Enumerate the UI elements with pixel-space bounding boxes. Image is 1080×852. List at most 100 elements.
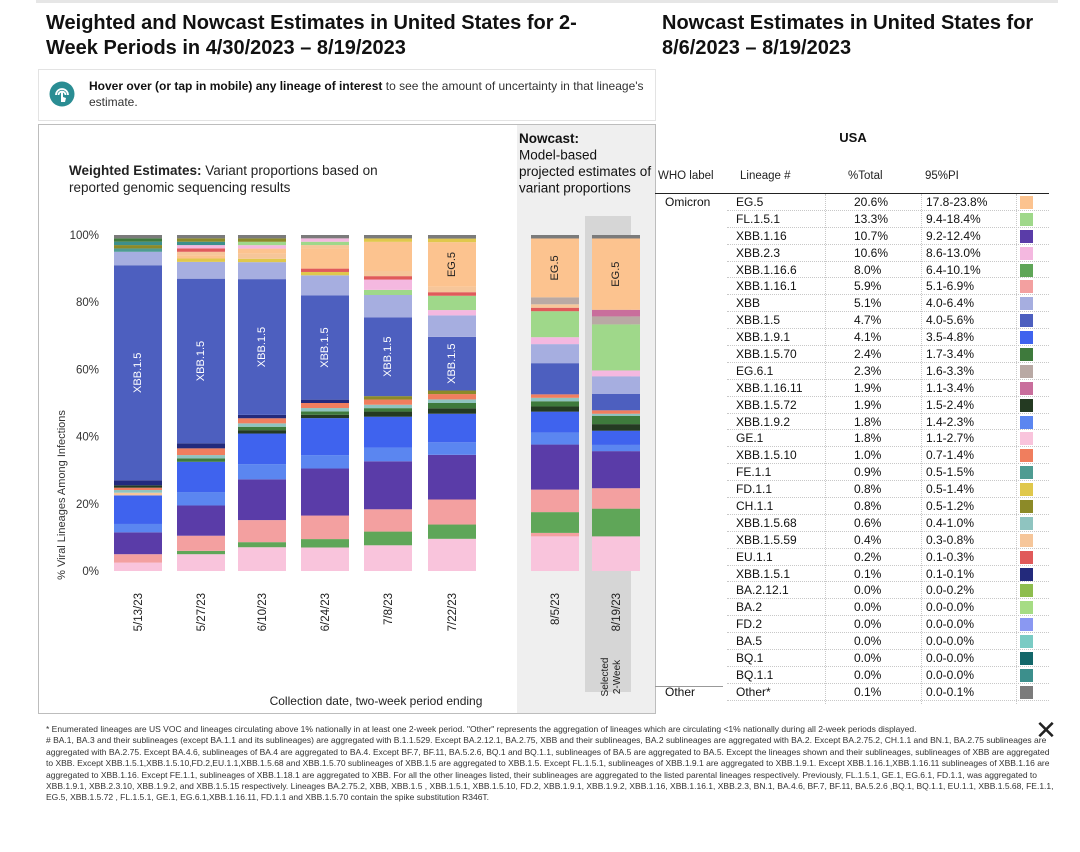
bar-segment[interactable] bbox=[531, 432, 579, 445]
table-row[interactable]: Omicron EG.5 20.6% 17.8-23.8% bbox=[655, 194, 1049, 211]
bar-segment[interactable] bbox=[428, 399, 476, 403]
bar-segment[interactable] bbox=[301, 399, 349, 403]
bar-segment[interactable] bbox=[428, 403, 476, 409]
table-row[interactable]: XBB.1.9.2 1.8% 1.4-2.3% bbox=[655, 414, 1049, 431]
bar-segment[interactable] bbox=[592, 324, 640, 371]
bar-segment[interactable] bbox=[531, 238, 579, 298]
bar-segment[interactable] bbox=[177, 238, 225, 242]
bar-segment[interactable] bbox=[428, 538, 476, 571]
bar-segment[interactable] bbox=[301, 455, 349, 469]
bar-segment[interactable] bbox=[301, 403, 349, 409]
bar-segment[interactable] bbox=[301, 235, 349, 239]
bar-segment[interactable] bbox=[531, 311, 579, 338]
bar-segment[interactable] bbox=[592, 415, 640, 425]
table-row[interactable]: FD.2 0.0% 0.0-0.0% bbox=[655, 616, 1049, 634]
table-row[interactable]: XBB.1.5.1 0.1% 0.1-0.1% bbox=[655, 566, 1049, 583]
bar-segment[interactable] bbox=[364, 531, 412, 546]
bar-segment[interactable] bbox=[177, 492, 225, 506]
bar-segment[interactable] bbox=[531, 512, 579, 533]
bar-segment[interactable] bbox=[238, 479, 286, 521]
bar-segment[interactable] bbox=[238, 418, 286, 424]
bar-segment[interactable] bbox=[364, 396, 412, 400]
bar-segment[interactable] bbox=[531, 337, 579, 345]
bar-segment[interactable] bbox=[364, 317, 412, 397]
bar-segment[interactable] bbox=[531, 235, 579, 239]
bar-segment[interactable] bbox=[114, 554, 162, 563]
bar-segment[interactable] bbox=[592, 430, 640, 445]
bar-segment[interactable] bbox=[592, 424, 640, 431]
bar-segment[interactable] bbox=[238, 426, 286, 431]
bar-segment[interactable] bbox=[238, 279, 286, 415]
bar-segment[interactable] bbox=[238, 253, 286, 259]
table-row[interactable]: BA.2.12.1 0.0% 0.0-0.2% bbox=[655, 582, 1049, 600]
bar-segment[interactable] bbox=[592, 413, 640, 416]
bar-segment[interactable] bbox=[592, 235, 640, 239]
bar-segment[interactable] bbox=[531, 411, 579, 433]
bar-segment[interactable] bbox=[592, 238, 640, 310]
bar-segment[interactable] bbox=[364, 411, 412, 417]
bar-segment[interactable] bbox=[428, 242, 476, 287]
bar-segment[interactable] bbox=[428, 336, 476, 391]
bar-segment[interactable] bbox=[301, 414, 349, 419]
bar-segment[interactable] bbox=[238, 258, 286, 263]
bar-segment[interactable] bbox=[238, 520, 286, 543]
bar-segment[interactable] bbox=[364, 447, 412, 462]
bar-segment[interactable] bbox=[114, 480, 162, 486]
table-row[interactable]: XBB.1.5.59 0.4% 0.3-0.8% bbox=[655, 532, 1049, 549]
table-row[interactable]: EG.6.1 2.3% 1.6-3.3% bbox=[655, 363, 1049, 380]
bar-segment[interactable] bbox=[301, 275, 349, 296]
bar-segment[interactable] bbox=[592, 316, 640, 325]
bar-segment[interactable] bbox=[238, 542, 286, 548]
bar-segment[interactable] bbox=[531, 304, 579, 308]
table-row[interactable]: BQ.1.1 0.0% 0.0-0.0% bbox=[655, 667, 1049, 684]
table-row[interactable]: GE.1 1.8% 1.1-2.7% bbox=[655, 430, 1049, 448]
bar-segment[interactable] bbox=[364, 408, 412, 412]
table-row[interactable]: EU.1.1 0.2% 0.1-0.3% bbox=[655, 549, 1049, 566]
bar-segment[interactable] bbox=[301, 295, 349, 400]
bar-segment[interactable] bbox=[301, 408, 349, 412]
table-row[interactable]: FL.1.5.1 13.3% 9.4-18.4% bbox=[655, 211, 1049, 228]
bar-segment[interactable] bbox=[238, 248, 286, 254]
bar-segment[interactable] bbox=[114, 251, 162, 266]
bar-segment[interactable] bbox=[238, 238, 286, 242]
bar-segment[interactable] bbox=[531, 444, 579, 490]
bar-segment[interactable] bbox=[238, 433, 286, 465]
bar-segment[interactable] bbox=[238, 547, 286, 571]
bar-segment[interactable] bbox=[114, 490, 162, 493]
bar-segment[interactable] bbox=[238, 464, 286, 480]
bar-segment[interactable] bbox=[531, 297, 579, 305]
bar-segment[interactable] bbox=[428, 442, 476, 455]
bar-segment[interactable] bbox=[177, 241, 225, 246]
bar-segment[interactable] bbox=[114, 485, 162, 488]
bar-segment[interactable] bbox=[114, 238, 162, 242]
bar-segment[interactable] bbox=[592, 370, 640, 377]
bar-segment[interactable] bbox=[114, 562, 162, 571]
table-row[interactable]: XBB.1.5.10 1.0% 0.7-1.4% bbox=[655, 447, 1049, 465]
table-row[interactable]: XBB.1.16.6 8.0% 6.4-10.1% bbox=[655, 262, 1049, 279]
bar-segment[interactable] bbox=[177, 461, 225, 493]
bar-segment[interactable] bbox=[177, 455, 225, 459]
bar-segment[interactable] bbox=[364, 404, 412, 409]
table-row[interactable]: BA.2 0.0% 0.0-0.0% bbox=[655, 599, 1049, 617]
table-row[interactable]: XBB.2.3 10.6% 8.6-13.0% bbox=[655, 245, 1049, 262]
bar-segment[interactable] bbox=[177, 245, 225, 249]
bar-segment[interactable] bbox=[531, 489, 579, 513]
bar-segment[interactable] bbox=[114, 245, 162, 249]
bar-segment[interactable] bbox=[428, 524, 476, 539]
table-row[interactable]: BQ.1 0.0% 0.0-0.0% bbox=[655, 650, 1049, 667]
table-row[interactable]: FE.1.1 0.9% 0.5-1.5% bbox=[655, 464, 1049, 482]
table-row[interactable]: XBB.1.16.11 1.9% 1.1-3.4% bbox=[655, 380, 1049, 397]
table-row[interactable]: Other Other* 0.1% 0.0-0.1% bbox=[655, 684, 1049, 701]
bar-segment[interactable] bbox=[428, 295, 476, 311]
bar-segment[interactable] bbox=[177, 458, 225, 462]
bar-segment[interactable] bbox=[301, 271, 349, 276]
bar-segment[interactable] bbox=[301, 268, 349, 272]
bar-segment[interactable] bbox=[364, 241, 412, 271]
bar-segment[interactable] bbox=[177, 251, 225, 256]
table-row[interactable]: FD.1.1 0.8% 0.5-1.4% bbox=[655, 481, 1049, 499]
bar-segment[interactable] bbox=[301, 418, 349, 456]
table-row[interactable]: XBB.1.5.68 0.6% 0.4-1.0% bbox=[655, 515, 1049, 532]
bar-segment[interactable] bbox=[531, 536, 579, 571]
bar-segment[interactable] bbox=[177, 248, 225, 252]
table-row[interactable]: XBB.1.5 4.7% 4.0-5.6% bbox=[655, 312, 1049, 330]
